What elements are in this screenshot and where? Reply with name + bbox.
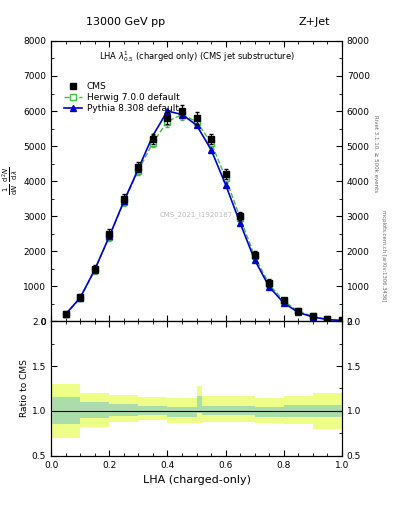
Legend: CMS, Herwig 7.0.0 default, Pythia 8.308 default: CMS, Herwig 7.0.0 default, Pythia 8.308 … bbox=[61, 79, 182, 116]
Pythia 8.308 default bbox=[340, 317, 344, 324]
Pythia 8.308 default bbox=[252, 257, 257, 263]
Pythia 8.308 default bbox=[296, 309, 301, 315]
Text: mcplots.cern.ch [arXiv:1306.3436]: mcplots.cern.ch [arXiv:1306.3436] bbox=[381, 210, 386, 302]
Pythia 8.308 default bbox=[223, 181, 228, 187]
Pythia 8.308 default bbox=[121, 198, 126, 204]
Pythia 8.308 default bbox=[194, 122, 199, 128]
Y-axis label: $\frac{1}{\mathrm{d}N}\ \frac{\mathrm{d}^2N}{\mathrm{d}\lambda}$: $\frac{1}{\mathrm{d}N}\ \frac{\mathrm{d}… bbox=[1, 167, 20, 196]
Text: 13000 GeV pp: 13000 GeV pp bbox=[86, 17, 165, 27]
Pythia 8.308 default bbox=[92, 267, 97, 273]
Text: LHA $\lambda^{1}_{0.5}$ (charged only) (CMS jet substructure): LHA $\lambda^{1}_{0.5}$ (charged only) (… bbox=[99, 49, 294, 65]
Pythia 8.308 default bbox=[165, 108, 170, 114]
Line: Pythia 8.308 default: Pythia 8.308 default bbox=[62, 108, 345, 324]
Text: Rivet 3.1.10, ≥ 500k events: Rivet 3.1.10, ≥ 500k events bbox=[373, 115, 378, 192]
Pythia 8.308 default bbox=[310, 314, 315, 320]
Pythia 8.308 default bbox=[267, 284, 272, 290]
Y-axis label: Ratio to CMS: Ratio to CMS bbox=[20, 359, 29, 417]
Pythia 8.308 default bbox=[325, 316, 330, 323]
Pythia 8.308 default bbox=[107, 233, 112, 240]
Pythia 8.308 default bbox=[209, 146, 213, 153]
Pythia 8.308 default bbox=[78, 294, 83, 301]
Pythia 8.308 default bbox=[63, 311, 68, 317]
Pythia 8.308 default bbox=[136, 166, 141, 172]
Pythia 8.308 default bbox=[180, 112, 184, 118]
Text: CMS_2021_I1920187: CMS_2021_I1920187 bbox=[160, 211, 233, 218]
Text: Z+Jet: Z+Jet bbox=[299, 17, 330, 27]
X-axis label: LHA (charged-only): LHA (charged-only) bbox=[143, 475, 250, 485]
Pythia 8.308 default bbox=[238, 220, 242, 226]
Pythia 8.308 default bbox=[151, 133, 155, 139]
Pythia 8.308 default bbox=[281, 300, 286, 306]
